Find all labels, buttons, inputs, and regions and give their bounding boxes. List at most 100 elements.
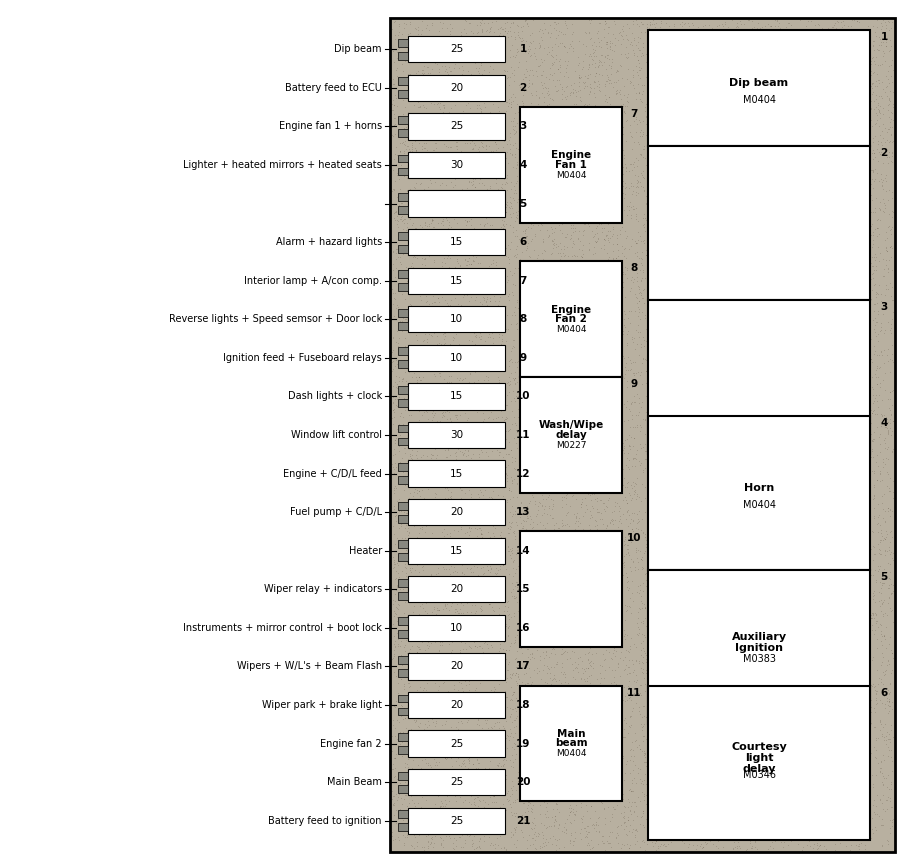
- Point: [600, 786, 615, 799]
- Point: [761, 778, 776, 792]
- Point: [536, 795, 551, 809]
- Point: [503, 492, 517, 506]
- Point: [765, 245, 779, 259]
- Point: [561, 249, 575, 263]
- Point: [810, 828, 824, 842]
- Point: [827, 574, 842, 588]
- Point: [866, 85, 880, 99]
- Point: [428, 56, 442, 70]
- Point: [622, 795, 636, 809]
- Point: [727, 308, 742, 322]
- Point: [612, 390, 626, 404]
- Point: [598, 521, 613, 535]
- Point: [714, 58, 728, 72]
- Point: [743, 538, 758, 552]
- Bar: [398, 207, 408, 214]
- Point: [620, 208, 634, 222]
- Point: [599, 575, 614, 589]
- Point: [844, 714, 859, 728]
- Point: [451, 715, 465, 729]
- Point: [692, 229, 706, 243]
- Point: [484, 184, 499, 198]
- Point: [652, 559, 666, 573]
- Point: [638, 490, 652, 504]
- Point: [666, 102, 680, 116]
- Point: [666, 533, 680, 547]
- Point: [419, 101, 434, 115]
- Point: [586, 336, 600, 350]
- Point: [748, 715, 762, 729]
- Point: [618, 819, 633, 832]
- Point: [526, 286, 540, 300]
- Point: [597, 286, 611, 300]
- Point: [633, 678, 647, 692]
- Point: [842, 724, 856, 738]
- Point: [694, 332, 708, 346]
- Point: [602, 645, 616, 659]
- Point: [711, 140, 725, 154]
- Point: [734, 201, 748, 214]
- Point: [714, 407, 728, 421]
- Point: [755, 177, 770, 191]
- Point: [688, 467, 703, 481]
- Point: [867, 263, 881, 277]
- Point: [685, 635, 699, 648]
- Point: [437, 337, 452, 351]
- Point: [390, 381, 404, 395]
- Point: [400, 830, 414, 844]
- Point: [525, 832, 539, 845]
- Point: [800, 602, 814, 615]
- Point: [785, 224, 799, 238]
- Point: [710, 611, 724, 625]
- Point: [815, 517, 830, 531]
- Point: [517, 766, 531, 780]
- Point: [772, 188, 787, 202]
- Point: [409, 499, 423, 513]
- Point: [784, 17, 798, 31]
- Point: [840, 713, 854, 727]
- Point: [583, 489, 598, 503]
- Point: [509, 96, 524, 110]
- Point: [776, 839, 790, 853]
- Point: [627, 450, 642, 464]
- Point: [633, 840, 647, 854]
- Point: [468, 81, 482, 95]
- Bar: [408, 229, 505, 255]
- Point: [495, 272, 509, 286]
- Point: [418, 583, 433, 597]
- Point: [598, 475, 613, 489]
- Point: [530, 744, 544, 758]
- Point: [462, 674, 476, 688]
- Point: [764, 108, 778, 122]
- Point: [705, 640, 719, 654]
- Point: [581, 163, 596, 177]
- Point: [740, 209, 754, 223]
- Point: [482, 111, 497, 125]
- Point: [590, 26, 605, 40]
- Point: [561, 794, 575, 808]
- Point: [489, 595, 503, 609]
- Point: [440, 627, 454, 641]
- Point: [829, 612, 843, 626]
- Point: [414, 800, 428, 814]
- Point: [529, 410, 544, 424]
- Point: [830, 604, 844, 618]
- Point: [419, 60, 434, 74]
- Point: [684, 151, 698, 165]
- Point: [458, 793, 473, 807]
- Point: [652, 474, 666, 488]
- Point: [728, 211, 742, 225]
- Point: [689, 838, 704, 852]
- Point: [436, 525, 450, 539]
- Point: [532, 583, 546, 597]
- Point: [576, 773, 590, 787]
- Point: [521, 455, 535, 469]
- Point: [390, 358, 404, 372]
- Point: [536, 399, 550, 413]
- Point: [783, 207, 797, 221]
- Point: [423, 393, 437, 407]
- Point: [824, 150, 838, 164]
- Point: [504, 210, 518, 224]
- Point: [693, 212, 707, 226]
- Point: [393, 669, 408, 683]
